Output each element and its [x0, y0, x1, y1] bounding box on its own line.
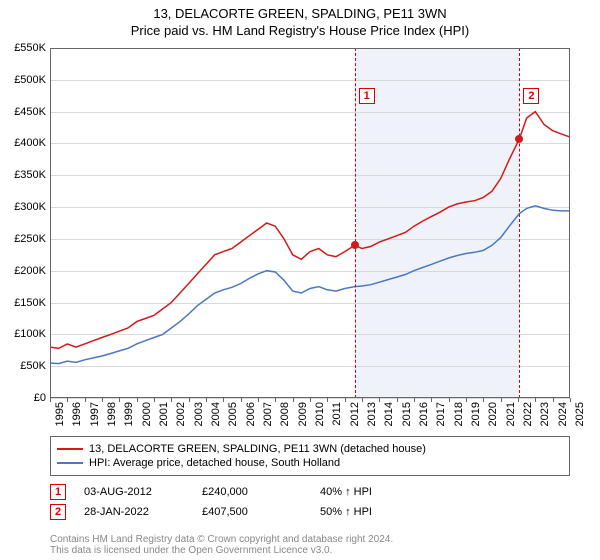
legend-swatch	[57, 448, 83, 450]
y-tick-label: £100K	[14, 328, 50, 340]
series-price_paid	[50, 112, 570, 349]
y-tick-label: £50K	[20, 360, 50, 372]
y-axis-left	[50, 48, 51, 398]
title-address: 13, DELACORTE GREEN, SPALDING, PE11 3WN	[0, 6, 600, 21]
event-date: 28-JAN-2022	[84, 506, 184, 518]
series-hpi	[50, 206, 570, 364]
legend-label: HPI: Average price, detached house, Sout…	[89, 457, 340, 469]
event-num: 1	[50, 484, 66, 500]
x-axis	[50, 397, 570, 398]
chart-area: 12 £0£50K£100K£150K£200K£250K£300K£350K£…	[50, 48, 570, 398]
x-axis-top	[50, 48, 570, 49]
footer-line2: This data is licensed under the Open Gov…	[50, 545, 393, 556]
data-point	[515, 135, 523, 143]
data-point	[351, 241, 359, 249]
event-delta: 40% ↑ HPI	[320, 486, 420, 498]
event-line	[355, 48, 356, 398]
legend-row: HPI: Average price, detached house, Sout…	[57, 457, 563, 469]
event-delta: 50% ↑ HPI	[320, 506, 420, 518]
y-tick-label: £0	[34, 392, 50, 404]
y-tick-label: £450K	[14, 106, 50, 118]
event-marker: 1	[359, 88, 375, 104]
y-tick-label: £250K	[14, 233, 50, 245]
y-tick-label: £300K	[14, 201, 50, 213]
event-price: £240,000	[202, 486, 302, 498]
title-block: 13, DELACORTE GREEN, SPALDING, PE11 3WN …	[0, 0, 600, 38]
legend-row: 13, DELACORTE GREEN, SPALDING, PE11 3WN …	[57, 443, 563, 455]
y-tick-label: £200K	[14, 265, 50, 277]
legend: 13, DELACORTE GREEN, SPALDING, PE11 3WN …	[50, 436, 570, 476]
title-subtitle: Price paid vs. HM Land Registry's House …	[0, 23, 600, 38]
footer: Contains HM Land Registry data © Crown c…	[50, 534, 393, 556]
y-tick-label: £500K	[14, 74, 50, 86]
y-axis-right	[569, 48, 570, 398]
y-tick-label: £400K	[14, 137, 50, 149]
legend-label: 13, DELACORTE GREEN, SPALDING, PE11 3WN …	[89, 443, 426, 455]
y-tick-label: £150K	[14, 297, 50, 309]
event-price: £407,500	[202, 506, 302, 518]
legend-swatch	[57, 462, 83, 464]
y-tick-label: £350K	[14, 169, 50, 181]
chart-lines	[50, 48, 570, 398]
event-marker: 2	[523, 88, 539, 104]
y-tick-label: £550K	[14, 42, 50, 54]
footer-line1: Contains HM Land Registry data © Crown c…	[50, 534, 393, 545]
event-date: 03-AUG-2012	[84, 486, 184, 498]
event-row: 2 28-JAN-2022 £407,500 50% ↑ HPI	[50, 504, 570, 520]
event-num: 2	[50, 504, 66, 520]
event-row: 1 03-AUG-2012 £240,000 40% ↑ HPI	[50, 484, 570, 500]
event-table: 1 03-AUG-2012 £240,000 40% ↑ HPI 2 28-JAN-202…	[50, 480, 570, 524]
event-line	[519, 48, 520, 398]
